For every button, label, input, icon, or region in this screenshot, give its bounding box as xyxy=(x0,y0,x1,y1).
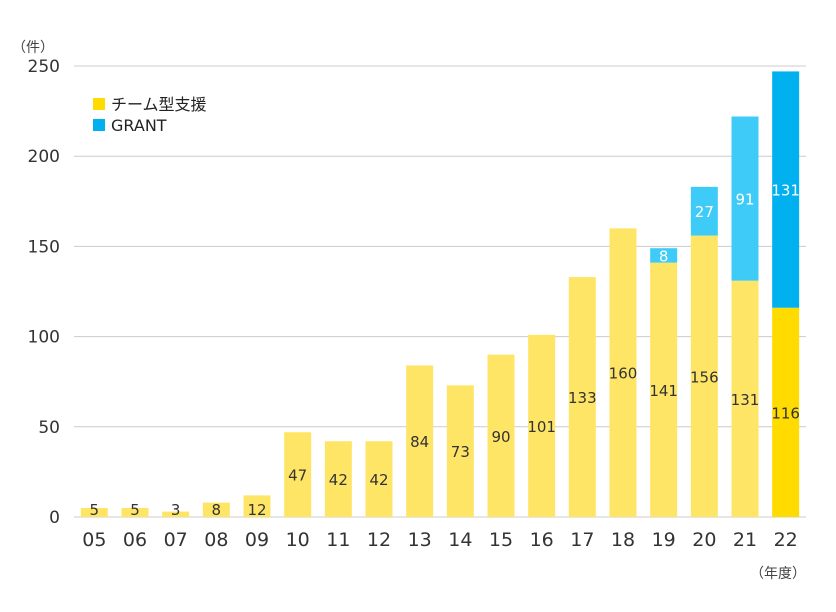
data-label-team-20: 156 xyxy=(690,368,719,386)
x-tick-label: 08 xyxy=(204,529,228,551)
data-label-grant-20: 27 xyxy=(695,203,714,221)
x-tick-label: 14 xyxy=(448,529,472,551)
x-tick-label: 12 xyxy=(367,529,391,551)
x-axis-unit-label: （年度） xyxy=(750,566,806,582)
x-tick-label: 11 xyxy=(326,529,350,551)
x-tick-label: 10 xyxy=(286,529,310,551)
data-label-team-09: 12 xyxy=(247,501,266,519)
x-tick-label: 17 xyxy=(570,529,594,551)
data-label-team-15: 90 xyxy=(491,428,510,446)
x-tick-label: 20 xyxy=(692,529,716,551)
x-tick-label: 16 xyxy=(530,529,554,551)
data-label-team-22: 116 xyxy=(771,404,800,422)
legend: チーム型支援 GRANT xyxy=(93,95,207,135)
y-axis-unit-label: （件） xyxy=(12,40,54,56)
stacked-bar-chart: 050100150200250 5 5 3 8 1247 42 42847390101133… xyxy=(0,0,836,612)
data-label-team-10: 47 xyxy=(288,467,307,485)
x-tick-label: 13 xyxy=(408,529,432,551)
legend-swatch-grant xyxy=(93,119,105,131)
data-label-team-11: 42 xyxy=(329,471,348,489)
data-label-team-14: 73 xyxy=(451,443,470,461)
data-label-team-13: 84 xyxy=(410,433,429,451)
y-tick-label: 50 xyxy=(38,418,60,438)
y-tick-label: 250 xyxy=(28,57,60,77)
x-tick-label: 21 xyxy=(733,529,757,551)
y-axis: 0 50 100 150 200 250 xyxy=(28,57,60,528)
data-label-team-06: 5 xyxy=(130,501,140,519)
data-label-team-08: 8 xyxy=(212,501,222,519)
y-tick-label: 0 xyxy=(49,508,60,528)
data-label-grant-19: 8 xyxy=(659,247,669,265)
legend-label-team: チーム型支援 xyxy=(111,95,207,114)
data-label-team-16: 101 xyxy=(527,418,556,436)
x-axis: 05 06 07 08 09 10 11 12 13 14 15 16 17 18 19 20 21 22 xyxy=(82,529,798,551)
x-tick-label: 22 xyxy=(774,529,798,551)
data-label-team-18: 160 xyxy=(609,365,638,383)
legend-swatch-team xyxy=(93,98,105,110)
x-tick-label: 18 xyxy=(611,529,635,551)
x-tick-label: 09 xyxy=(245,529,269,551)
x-tick-label: 06 xyxy=(123,529,147,551)
x-tick-label: 05 xyxy=(82,529,106,551)
y-tick-label: 100 xyxy=(28,328,60,348)
data-label-team-21: 131 xyxy=(731,391,760,409)
data-label-team-12: 42 xyxy=(369,471,388,489)
x-tick-label: 15 xyxy=(489,529,513,551)
data-label-team-19: 141 xyxy=(649,382,678,400)
data-label-team-05: 5 xyxy=(90,501,100,519)
x-tick-label: 19 xyxy=(652,529,676,551)
legend-label-grant: GRANT xyxy=(111,116,167,135)
data-label-team-07: 3 xyxy=(171,501,181,519)
data-label-grant-22: 131 xyxy=(771,182,800,200)
bars: 5 5 3 8 12 47 42 42 84 73 90 101 133 160 8 141 27 156 91 13… xyxy=(81,71,800,519)
y-tick-label: 150 xyxy=(28,237,60,257)
x-tick-label: 07 xyxy=(164,529,188,551)
data-label-grant-21: 91 xyxy=(735,191,754,209)
data-label-team-17: 133 xyxy=(568,389,597,407)
y-tick-label: 200 xyxy=(28,147,60,167)
